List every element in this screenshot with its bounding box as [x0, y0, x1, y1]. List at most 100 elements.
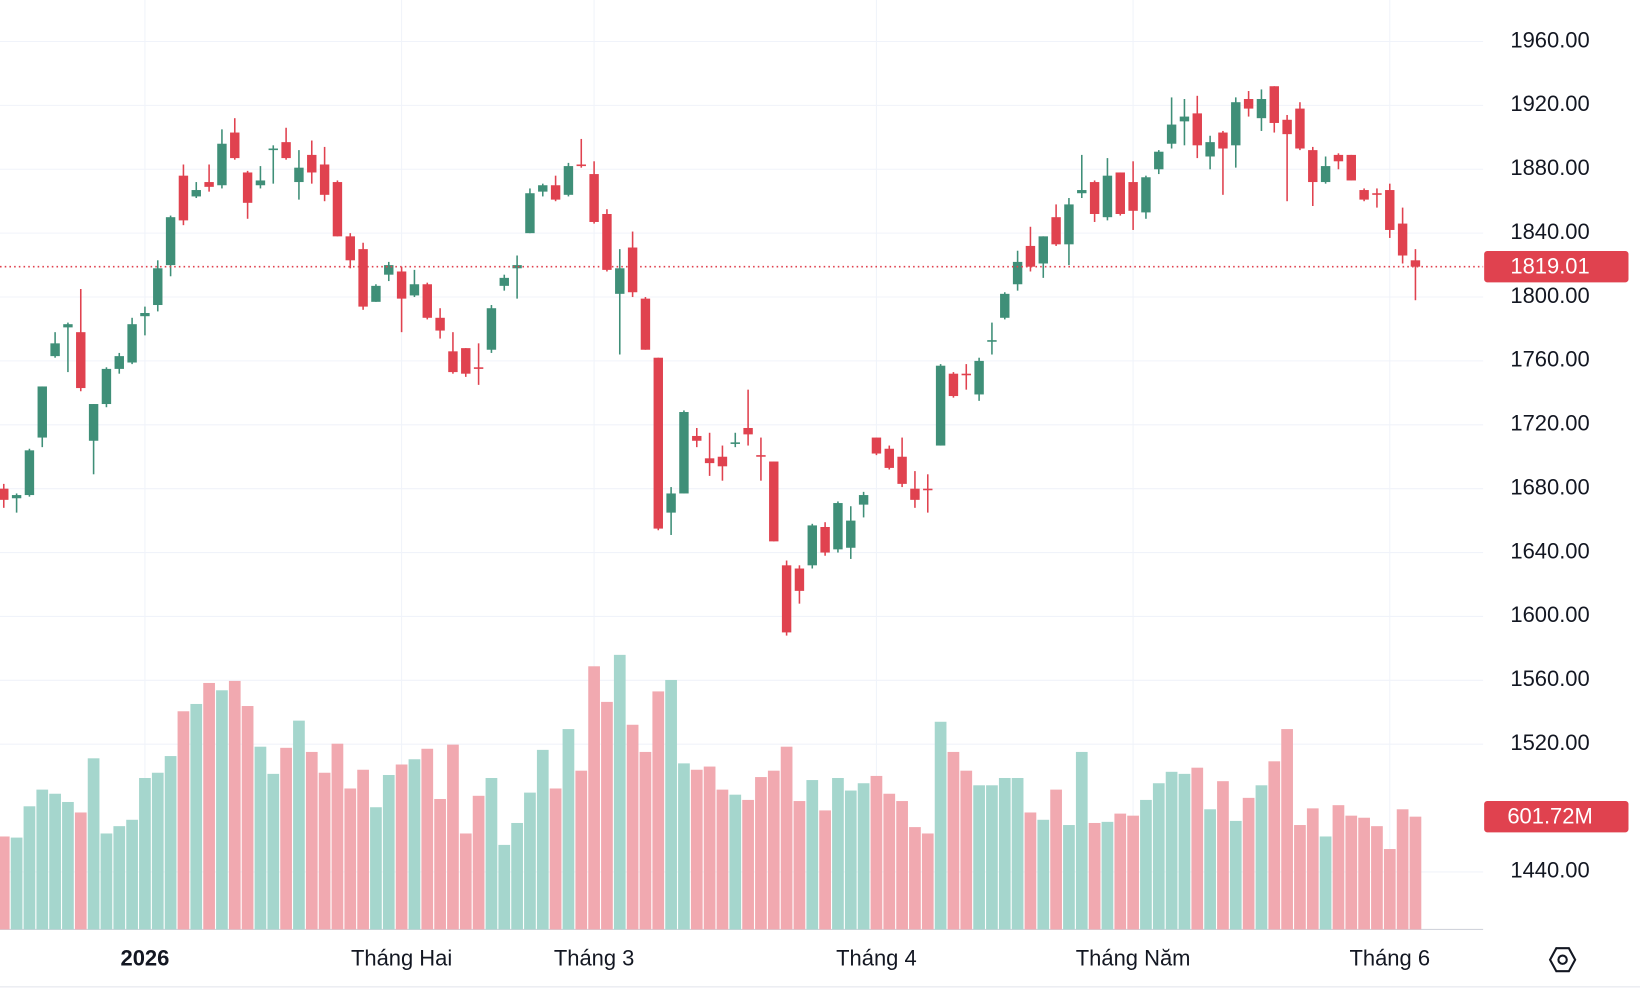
volume-bar — [498, 844, 511, 930]
x-tick-label: Tháng Hai — [351, 946, 452, 971]
candle-body — [191, 190, 201, 197]
candle-body — [1295, 108, 1305, 149]
candle-body — [307, 154, 317, 173]
volume-bar — [305, 751, 318, 930]
volume-bar — [1024, 812, 1037, 930]
candle-body — [76, 332, 86, 389]
volume-bar — [1217, 781, 1229, 930]
volume-bar — [1063, 825, 1075, 930]
candle-body — [679, 412, 689, 494]
volume-bar — [177, 711, 190, 930]
candle-body — [101, 368, 112, 405]
volume-bar — [357, 769, 369, 930]
volume-bar — [139, 777, 151, 930]
candle-body — [1089, 182, 1100, 214]
candle-body — [627, 247, 638, 293]
last-volume-label: 601.72M — [1507, 804, 1592, 829]
y-tick-label: 1840.00 — [1510, 219, 1589, 244]
candle-body — [50, 343, 60, 357]
candle-body — [1038, 236, 1048, 264]
volume-bar — [1140, 799, 1152, 930]
candle-body — [897, 456, 907, 484]
candle-body — [1192, 113, 1202, 146]
candle-body — [24, 450, 35, 496]
candle-body — [1397, 223, 1408, 256]
y-tick-label: 1560.00 — [1510, 666, 1589, 691]
volume-bar — [1011, 777, 1024, 930]
volume-bar — [1229, 820, 1242, 930]
volume-bar — [0, 836, 10, 930]
volume-bar — [883, 793, 896, 930]
candle-body — [281, 142, 291, 159]
volume-bar — [485, 777, 498, 930]
volume-bar — [716, 789, 729, 930]
volume-bar — [1294, 825, 1306, 930]
volume-bar — [126, 819, 138, 930]
settings-icon[interactable] — [1548, 947, 1577, 973]
volume-bar — [434, 798, 446, 930]
y-tick-label: 1640.00 — [1510, 538, 1589, 563]
volume-bar — [1345, 815, 1358, 930]
candle-body — [409, 284, 420, 296]
candle-body — [935, 365, 946, 446]
candle-body — [512, 265, 522, 269]
y-tick-label: 1600.00 — [1510, 602, 1589, 627]
candle-body — [653, 357, 663, 529]
candle-body — [923, 488, 933, 491]
y-tick-label: 1680.00 — [1510, 474, 1589, 499]
volume-bar — [1396, 809, 1409, 930]
candle-body — [1102, 175, 1113, 218]
volume-bar — [1409, 816, 1422, 930]
candle-body — [833, 503, 843, 550]
volume-bar — [36, 789, 49, 930]
volume-bar — [74, 812, 87, 930]
volume-bar — [1075, 751, 1088, 930]
volume-bar — [254, 746, 267, 930]
candle-body — [640, 298, 651, 350]
volume-bar — [1178, 773, 1191, 930]
volume-bar — [1114, 813, 1127, 930]
candle-body — [858, 495, 869, 505]
candle-body — [576, 164, 586, 167]
candle-body — [1282, 119, 1292, 135]
volume-bar — [190, 703, 203, 930]
volume-bar — [10, 837, 23, 930]
candle-body — [88, 404, 99, 441]
volume-bar — [1050, 789, 1062, 930]
volume-bar — [1255, 785, 1268, 930]
volume-bar — [588, 666, 600, 930]
candle-body — [1154, 151, 1164, 170]
volume-bar — [331, 743, 344, 930]
candle-body — [384, 265, 394, 275]
volume-bar — [228, 680, 241, 930]
volume-bar — [857, 783, 870, 930]
volume-bar — [767, 770, 780, 930]
candle-body — [1077, 190, 1087, 194]
volume-bar — [1371, 826, 1383, 930]
candle-body — [1359, 190, 1369, 200]
volume-bar — [62, 801, 74, 930]
volume-bar — [241, 706, 254, 930]
candle-body — [730, 442, 740, 444]
volume-bar — [960, 770, 973, 930]
volume-bar — [203, 682, 215, 930]
volume-bar — [806, 780, 819, 930]
volume-bar — [703, 766, 716, 930]
volume-bar — [832, 777, 844, 930]
volume-bar — [87, 758, 100, 930]
candle-body — [319, 164, 330, 195]
y-tick-label: 1880.00 — [1510, 155, 1589, 180]
volume-bar — [511, 822, 523, 930]
volume-bar — [216, 690, 228, 930]
volume-bar — [1306, 808, 1319, 930]
volume-bar — [1165, 771, 1178, 930]
candle-body — [781, 565, 792, 633]
candle-body — [743, 427, 753, 435]
y-tick-label: 1760.00 — [1510, 347, 1589, 372]
volume-bar — [1332, 805, 1345, 930]
volume-bar — [844, 790, 857, 930]
volume-bar — [652, 691, 665, 930]
volume-bar — [1204, 809, 1216, 930]
candle-body — [473, 367, 484, 369]
volume-bar — [164, 756, 177, 930]
